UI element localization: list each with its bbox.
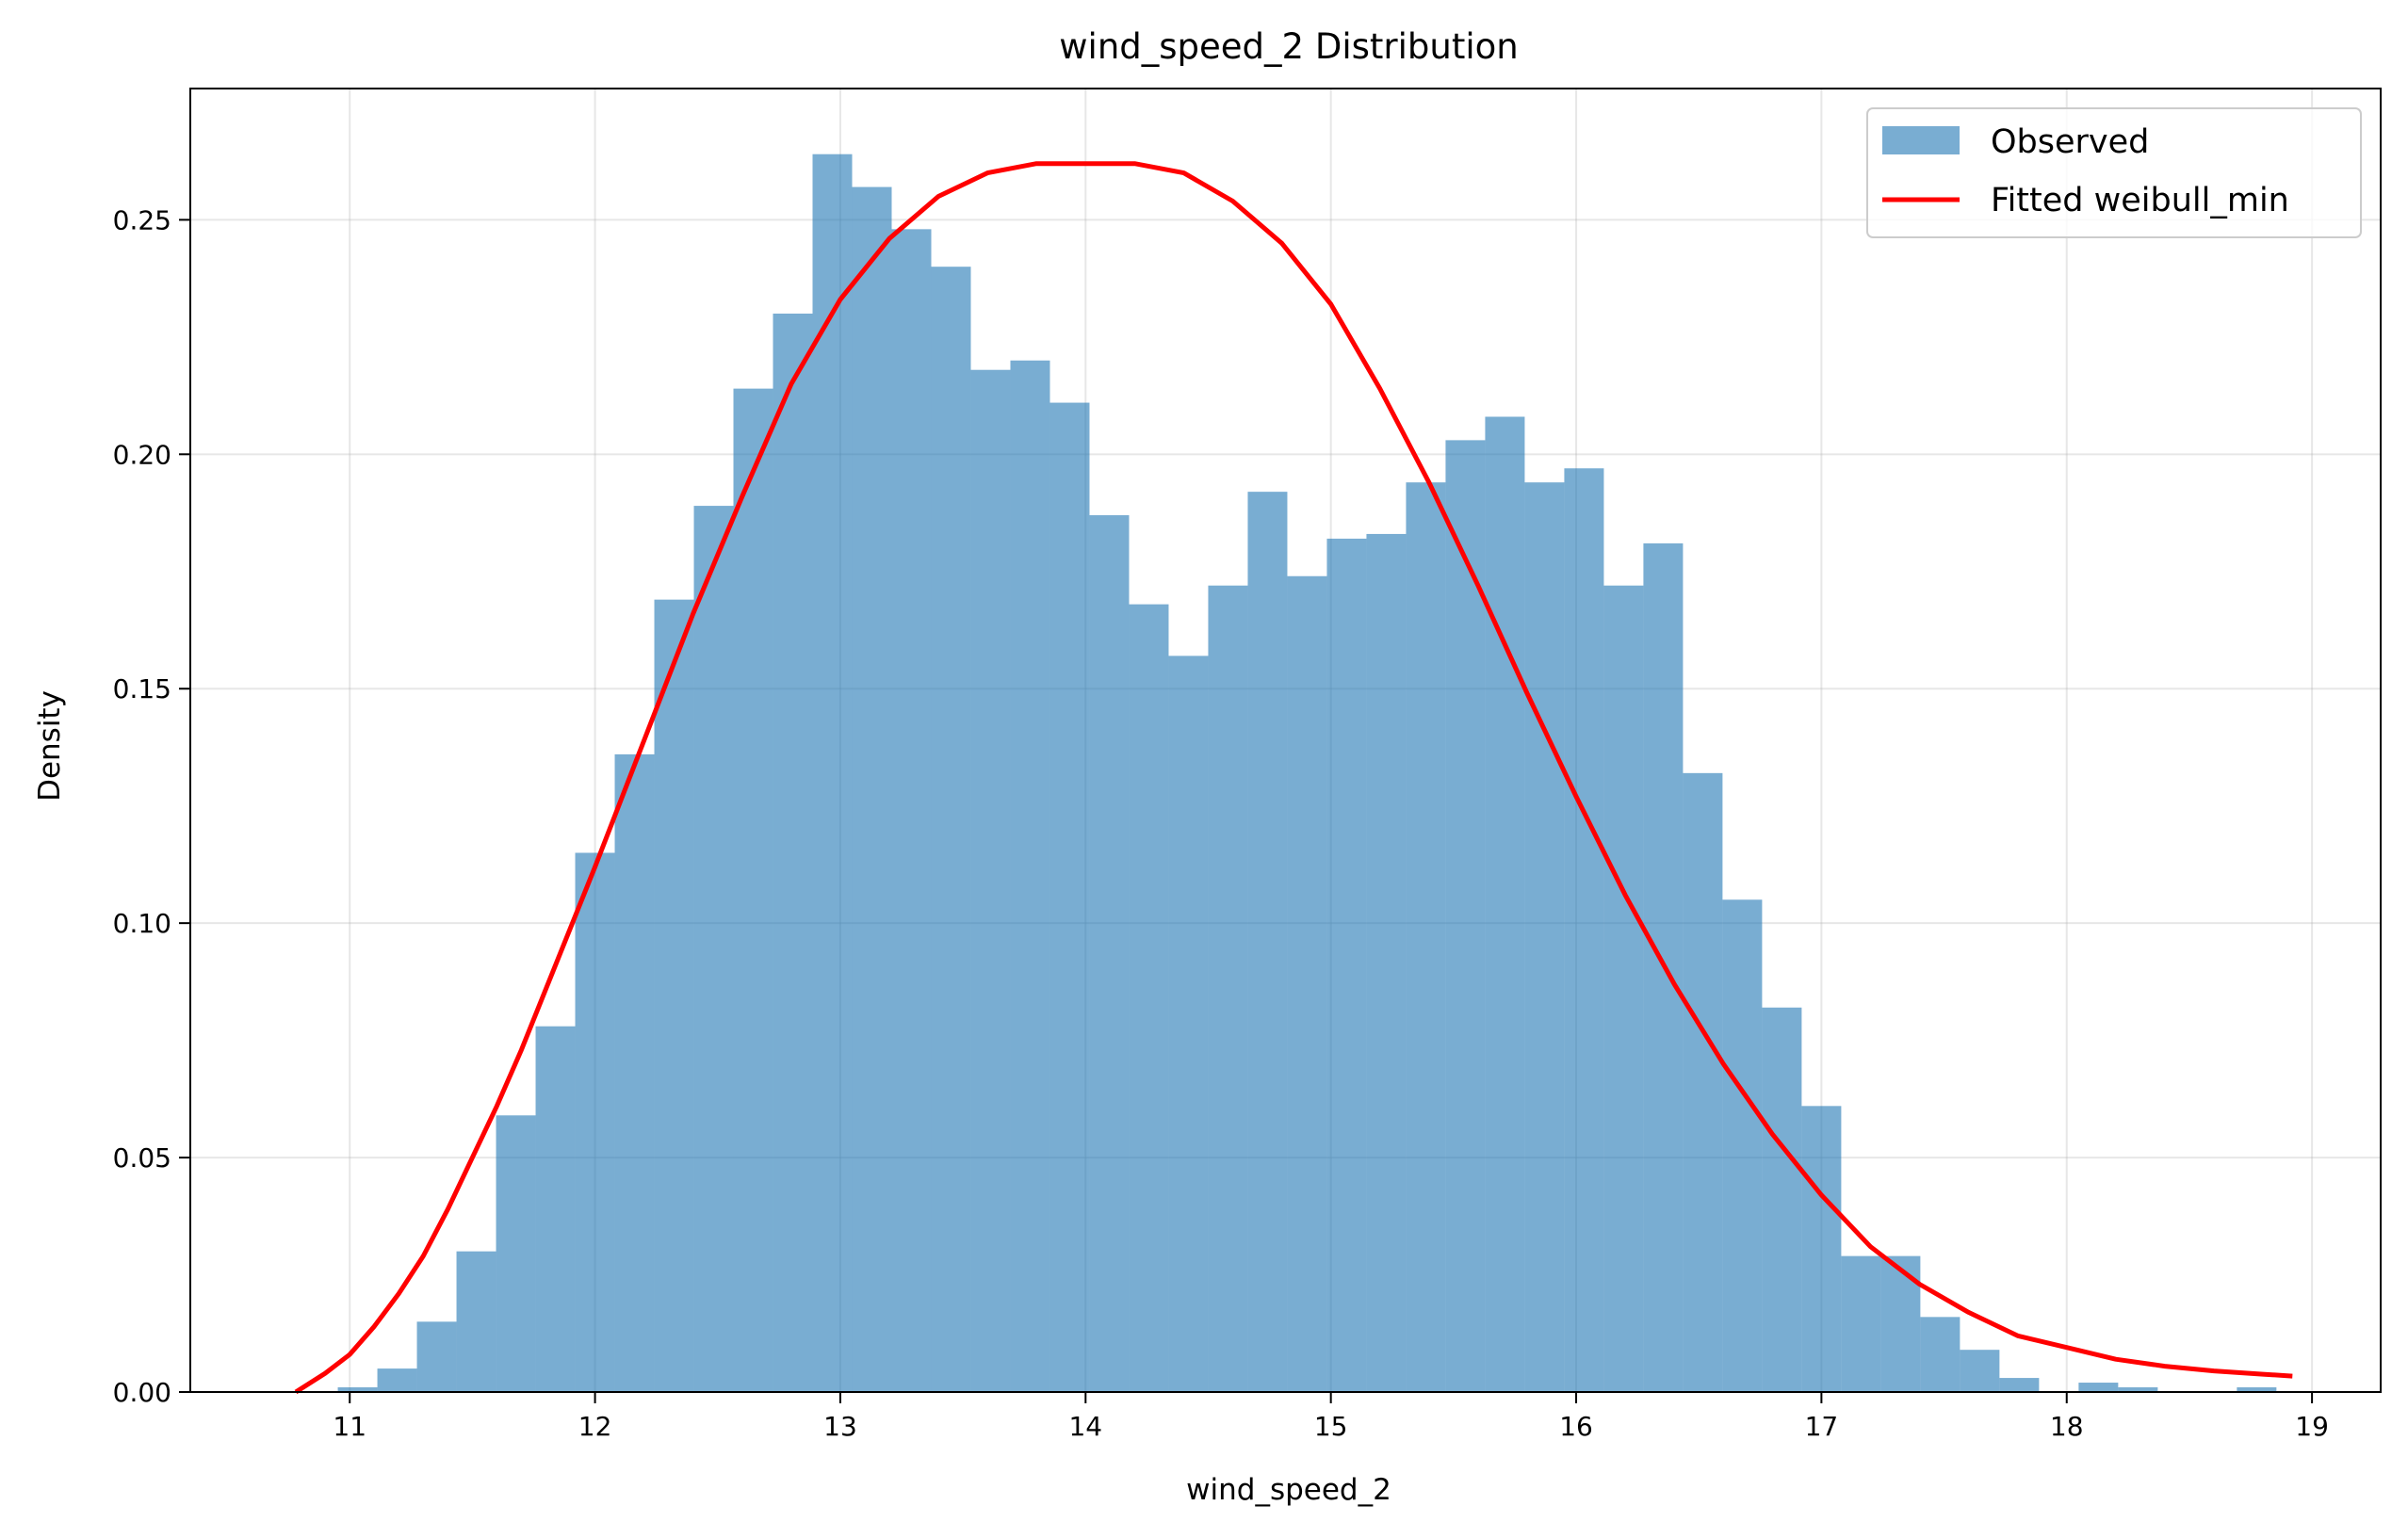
- histogram-bar: [1801, 1106, 1842, 1392]
- histogram-bar: [1762, 1007, 1802, 1392]
- histogram-bar: [812, 154, 853, 1392]
- fitted-weibull-curve: [294, 161, 2293, 1395]
- histogram-bars: [337, 154, 2277, 1393]
- histogram-bar: [891, 229, 932, 1392]
- histogram-bar: [496, 1115, 536, 1392]
- histogram-bar: [535, 1026, 576, 1392]
- histogram-bar: [1406, 482, 1446, 1392]
- y-axis-ticks: 0.00 0.05 0.10 0.15 0.20 0.25: [113, 204, 190, 1408]
- histogram-bar: [1326, 538, 1367, 1392]
- histogram-bar: [733, 388, 773, 1393]
- histogram-bar: [970, 369, 1011, 1392]
- x-tick-label: 18: [2050, 1411, 2084, 1442]
- histogram-bar: [1524, 482, 1565, 1392]
- histogram-bar: [1168, 656, 1209, 1392]
- histogram-bar: [1445, 440, 1486, 1392]
- histogram-bar: [416, 1321, 457, 1392]
- plot-frame: [189, 88, 2382, 1393]
- x-tick-label: 13: [823, 1411, 857, 1442]
- y-tick-label: 0.10: [113, 908, 171, 939]
- x-tick-label: 19: [2295, 1411, 2329, 1442]
- y-tick-label: 0.25: [113, 204, 171, 235]
- y-tick-label: 0.05: [113, 1142, 171, 1174]
- x-tick-label: 12: [578, 1411, 612, 1442]
- histogram-bar: [456, 1251, 496, 1392]
- histogram-bar: [575, 852, 615, 1392]
- histogram-bar: [2237, 1387, 2277, 1392]
- legend-label-fitted: Fitted weibull_min: [1991, 182, 2289, 219]
- y-tick-label: 0.15: [113, 673, 171, 704]
- histogram-bar: [773, 313, 813, 1393]
- histogram-bar: [1683, 772, 1723, 1392]
- histogram-bar: [1564, 468, 1604, 1392]
- histogram-bar: [1089, 515, 1130, 1392]
- histogram-bar: [1999, 1378, 2040, 1392]
- histogram-bar: [1960, 1350, 2000, 1392]
- histogram-bar: [1880, 1255, 1921, 1392]
- legend-box: [1866, 107, 2362, 238]
- x-axis-ticks: 11 12 13 14 15 16 17 18 19: [333, 1392, 2329, 1442]
- legend: Observed Fitted weibull_min: [1866, 107, 2362, 238]
- histogram-bar: [654, 599, 694, 1392]
- x-tick-label: 11: [333, 1411, 366, 1442]
- x-tick-label: 14: [1068, 1411, 1102, 1442]
- histogram-bar: [1129, 604, 1169, 1392]
- histogram-bar: [337, 1387, 378, 1392]
- histogram-bar: [1287, 575, 1327, 1392]
- histogram-bar: [1603, 585, 1644, 1392]
- histogram-bar: [614, 753, 655, 1392]
- x-tick-label: 16: [1559, 1411, 1593, 1442]
- x-tick-label: 15: [1314, 1411, 1348, 1442]
- histogram-bar: [693, 506, 734, 1392]
- histogram-bar: [1208, 585, 1248, 1392]
- histogram-bar: [2118, 1387, 2158, 1392]
- histogram-bar: [1920, 1317, 1961, 1392]
- histogram-bar: [931, 267, 971, 1392]
- chart-title: wind_speed_2 Distribution: [1059, 26, 1518, 67]
- x-tick-label: 17: [1805, 1411, 1839, 1442]
- histogram-bar: [1010, 360, 1050, 1393]
- histogram-bar: [852, 186, 892, 1393]
- y-tick-label: 0.20: [113, 439, 171, 470]
- histogram-bar: [1722, 899, 1763, 1392]
- histogram-bar: [377, 1368, 417, 1392]
- y-axis-label: Density: [33, 690, 67, 801]
- histogram-bar: [1247, 492, 1288, 1392]
- legend-label-observed: Observed: [1991, 123, 2149, 161]
- histogram-bar: [1049, 402, 1090, 1392]
- histogram-bar: [1841, 1255, 1881, 1392]
- histogram-bar: [1366, 533, 1407, 1392]
- legend-swatch-observed: [1882, 126, 1960, 154]
- histogram-bar: [2078, 1383, 2119, 1392]
- x-axis-label: wind_speed_2: [1186, 1473, 1391, 1507]
- histogram-bar: [1485, 416, 1525, 1392]
- y-tick-label: 0.00: [113, 1377, 171, 1408]
